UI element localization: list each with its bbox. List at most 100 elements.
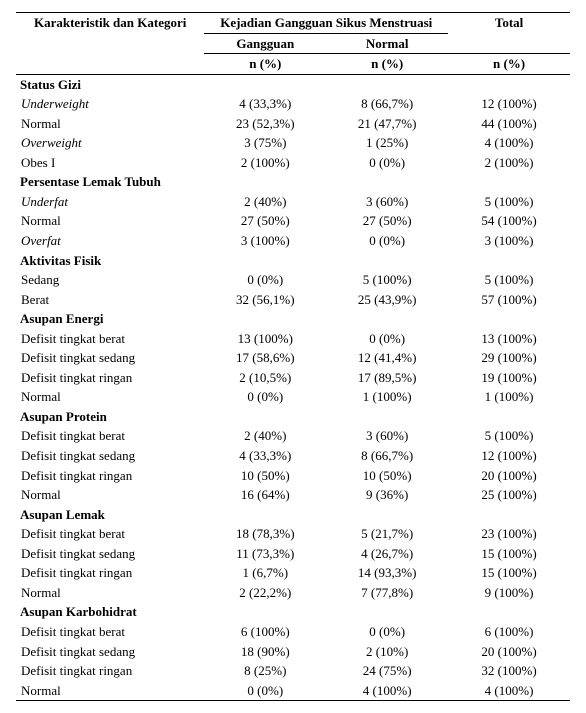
row-label: Defisit tingkat ringan bbox=[16, 563, 204, 583]
group-title: Status Gizi bbox=[16, 74, 570, 94]
row-label: Normal bbox=[16, 387, 204, 407]
cell-total: 13 (100%) bbox=[448, 329, 570, 349]
cell-gangguan: 10 (50%) bbox=[204, 466, 326, 486]
cell-normal: 0 (0%) bbox=[326, 622, 448, 642]
cell-normal: 5 (100%) bbox=[326, 270, 448, 290]
cell-total: 57 (100%) bbox=[448, 290, 570, 310]
table-row: Defisit tingkat ringan8 (25%)24 (75%)32 … bbox=[16, 661, 570, 681]
group-title-row: Asupan Lemak bbox=[16, 505, 570, 525]
group-title-row: Status Gizi bbox=[16, 74, 570, 94]
cell-total: 4 (100%) bbox=[448, 133, 570, 153]
group-title-row: Asupan Energi bbox=[16, 309, 570, 329]
row-label: Berat bbox=[16, 290, 204, 310]
table-row: Defisit tingkat sedang11 (73,3%)4 (26,7%… bbox=[16, 544, 570, 564]
table-row: Defisit tingkat ringan2 (10,5%)17 (89,5%… bbox=[16, 368, 570, 388]
cell-total: 5 (100%) bbox=[448, 192, 570, 212]
cell-normal: 9 (36%) bbox=[326, 485, 448, 505]
cell-total: 23 (100%) bbox=[448, 524, 570, 544]
cell-gangguan: 18 (78,3%) bbox=[204, 524, 326, 544]
cell-total: 6 (100%) bbox=[448, 622, 570, 642]
group-title: Persentase Lemak Tubuh bbox=[16, 172, 570, 192]
cell-gangguan: 0 (0%) bbox=[204, 387, 326, 407]
cell-normal: 10 (50%) bbox=[326, 466, 448, 486]
table-row: Defisit tingkat berat13 (100%)0 (0%)13 (… bbox=[16, 329, 570, 349]
cell-gangguan: 2 (100%) bbox=[204, 153, 326, 173]
cell-gangguan: 18 (90%) bbox=[204, 642, 326, 662]
table-row: Underweight4 (33,3%)8 (66,7%)12 (100%) bbox=[16, 94, 570, 114]
table-row: Normal27 (50%)27 (50%)54 (100%) bbox=[16, 211, 570, 231]
table-row: Defisit tingkat ringan1 (6,7%)14 (93,3%)… bbox=[16, 563, 570, 583]
cell-gangguan: 17 (58,6%) bbox=[204, 348, 326, 368]
cell-gangguan: 0 (0%) bbox=[204, 270, 326, 290]
cell-normal: 5 (21,7%) bbox=[326, 524, 448, 544]
row-label: Defisit tingkat sedang bbox=[16, 544, 204, 564]
table-row: Defisit tingkat sedang4 (33,3%)8 (66,7%)… bbox=[16, 446, 570, 466]
group-title-row: Persentase Lemak Tubuh bbox=[16, 172, 570, 192]
table-row: Obes I2 (100%)0 (0%)2 (100%) bbox=[16, 153, 570, 173]
table-row: Defisit tingkat berat6 (100%)0 (0%)6 (10… bbox=[16, 622, 570, 642]
header-npct-g: n (%) bbox=[204, 54, 326, 75]
table-row: Normal23 (52,3%)21 (47,7%)44 (100%) bbox=[16, 114, 570, 134]
table-row: Defisit tingkat sedang17 (58,6%)12 (41,4… bbox=[16, 348, 570, 368]
cell-total: 19 (100%) bbox=[448, 368, 570, 388]
row-label: Defisit tingkat sedang bbox=[16, 446, 204, 466]
row-label: Defisit tingkat ringan bbox=[16, 661, 204, 681]
cell-normal: 1 (100%) bbox=[326, 387, 448, 407]
row-label: Sedang bbox=[16, 270, 204, 290]
row-label: Defisit tingkat berat bbox=[16, 622, 204, 642]
cell-total: 5 (100%) bbox=[448, 426, 570, 446]
row-label: Normal bbox=[16, 114, 204, 134]
cell-total: 20 (100%) bbox=[448, 466, 570, 486]
cell-total: 2 (100%) bbox=[448, 153, 570, 173]
cell-total: 44 (100%) bbox=[448, 114, 570, 134]
row-label: Defisit tingkat sedang bbox=[16, 642, 204, 662]
menstruation-characteristics-table: Karakteristik dan Kategori Kejadian Gang… bbox=[16, 12, 570, 701]
group-title-row: Asupan Protein bbox=[16, 407, 570, 427]
cell-normal: 17 (89,5%) bbox=[326, 368, 448, 388]
group-title-row: Aktivitas Fisik bbox=[16, 251, 570, 271]
group-title: Asupan Lemak bbox=[16, 505, 570, 525]
cell-normal: 0 (0%) bbox=[326, 153, 448, 173]
table-row: Defisit tingkat berat2 (40%)3 (60%)5 (10… bbox=[16, 426, 570, 446]
row-label: Overfat bbox=[16, 231, 204, 251]
cell-total: 20 (100%) bbox=[448, 642, 570, 662]
cell-gangguan: 2 (40%) bbox=[204, 192, 326, 212]
cell-normal: 8 (66,7%) bbox=[326, 94, 448, 114]
row-label: Normal bbox=[16, 485, 204, 505]
cell-total: 12 (100%) bbox=[448, 446, 570, 466]
cell-gangguan: 11 (73,3%) bbox=[204, 544, 326, 564]
header-gangguan: Gangguan bbox=[204, 33, 326, 54]
cell-total: 29 (100%) bbox=[448, 348, 570, 368]
table-row: Overweight3 (75%)1 (25%)4 (100%) bbox=[16, 133, 570, 153]
table-row: Defisit tingkat sedang18 (90%)2 (10%)20 … bbox=[16, 642, 570, 662]
cell-gangguan: 0 (0%) bbox=[204, 681, 326, 701]
cell-total: 12 (100%) bbox=[448, 94, 570, 114]
cell-total: 5 (100%) bbox=[448, 270, 570, 290]
table-row: Normal0 (0%)1 (100%)1 (100%) bbox=[16, 387, 570, 407]
cell-normal: 1 (25%) bbox=[326, 133, 448, 153]
row-label: Underfat bbox=[16, 192, 204, 212]
cell-gangguan: 3 (75%) bbox=[204, 133, 326, 153]
table-row: Normal0 (0%)4 (100%)4 (100%) bbox=[16, 681, 570, 701]
cell-normal: 25 (43,9%) bbox=[326, 290, 448, 310]
cell-total: 15 (100%) bbox=[448, 544, 570, 564]
group-title-row: Asupan Karbohidrat bbox=[16, 602, 570, 622]
cell-total: 15 (100%) bbox=[448, 563, 570, 583]
cell-gangguan: 8 (25%) bbox=[204, 661, 326, 681]
cell-total: 32 (100%) bbox=[448, 661, 570, 681]
row-label: Normal bbox=[16, 681, 204, 701]
table-row: Sedang0 (0%)5 (100%)5 (100%) bbox=[16, 270, 570, 290]
cell-normal: 24 (75%) bbox=[326, 661, 448, 681]
row-label: Obes I bbox=[16, 153, 204, 173]
table-row: Overfat3 (100%)0 (0%)3 (100%) bbox=[16, 231, 570, 251]
cell-normal: 4 (100%) bbox=[326, 681, 448, 701]
row-label: Normal bbox=[16, 211, 204, 231]
cell-gangguan: 32 (56,1%) bbox=[204, 290, 326, 310]
table-row: Normal2 (22,2%)7 (77,8%)9 (100%) bbox=[16, 583, 570, 603]
cell-total: 4 (100%) bbox=[448, 681, 570, 701]
cell-total: 9 (100%) bbox=[448, 583, 570, 603]
cell-normal: 4 (26,7%) bbox=[326, 544, 448, 564]
cell-gangguan: 13 (100%) bbox=[204, 329, 326, 349]
header-normal: Normal bbox=[326, 33, 448, 54]
table-row: Defisit tingkat berat18 (78,3%)5 (21,7%)… bbox=[16, 524, 570, 544]
